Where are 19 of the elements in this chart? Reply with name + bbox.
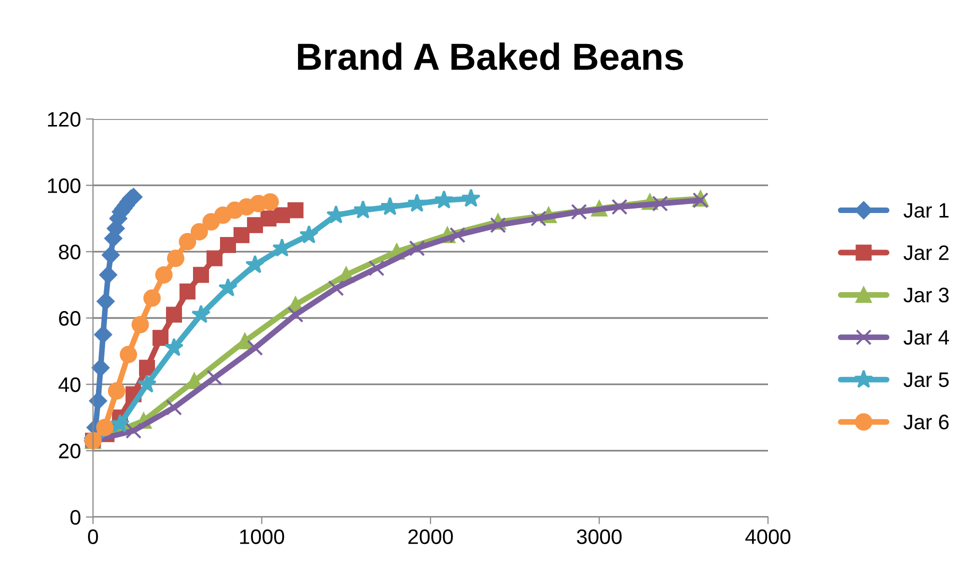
y-tick-label: 80: [58, 244, 80, 260]
y-tick-label: 60: [59, 311, 80, 326]
y-tick-label: 20: [59, 444, 80, 458]
x-tick-label: 3000: [576, 529, 622, 544]
x-tick-label: 2000: [408, 529, 453, 544]
x-tick-label: 0: [88, 529, 98, 544]
chart-title: Brand A Baked Beans: [298, 42, 683, 70]
x-tick-label: 1000: [240, 529, 284, 544]
y-tick-label: 0: [70, 510, 80, 525]
y-tick-label: 100: [48, 178, 80, 194]
legend-label: Jar 2: [904, 245, 949, 260]
y-tick-label: 120: [48, 112, 80, 127]
legend-label: Jar 4: [904, 330, 949, 345]
legend-label: Jar 6: [904, 414, 949, 430]
legend-label: Jar 1: [904, 203, 949, 218]
legend-label: Jar 3: [904, 288, 949, 302]
legend-label: Jar 5: [904, 372, 949, 388]
y-tick-label: 40: [58, 377, 80, 392]
x-tick-label: 4000: [745, 529, 790, 544]
